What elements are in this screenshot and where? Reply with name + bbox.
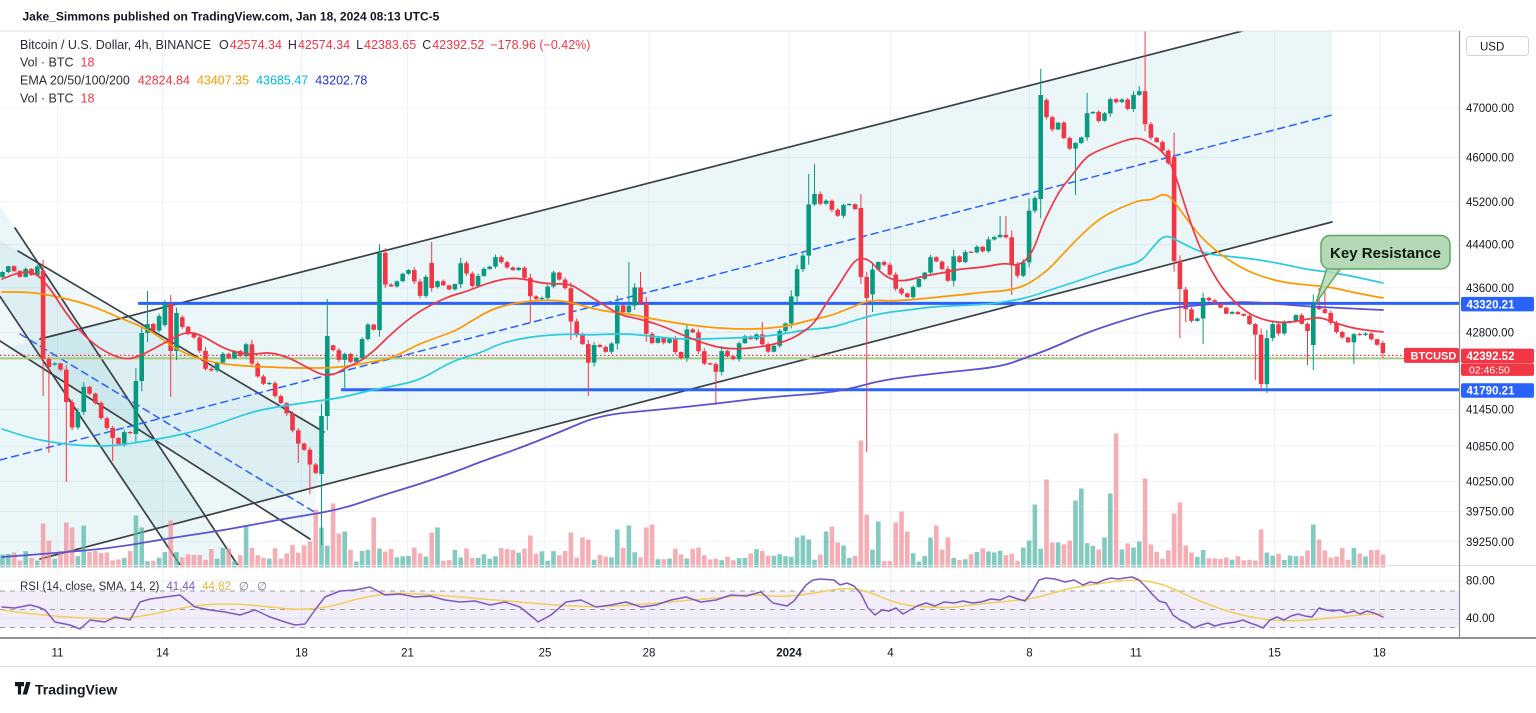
svg-text:40.00: 40.00 (1466, 613, 1495, 625)
svg-text:47000.00: 47000.00 (1466, 103, 1514, 115)
svg-text:21: 21 (401, 648, 414, 660)
svg-text:42800.00: 42800.00 (1466, 327, 1514, 339)
svg-text:2024: 2024 (776, 648, 802, 660)
svg-text:25: 25 (539, 648, 552, 660)
svg-text:80.00: 80.00 (1466, 576, 1495, 588)
svg-text:28: 28 (643, 648, 656, 660)
svg-text:8: 8 (1026, 648, 1032, 660)
svg-text:43320.21: 43320.21 (1467, 299, 1516, 311)
svg-text:44400.00: 44400.00 (1466, 240, 1514, 252)
svg-text:Jake_Simmons published on Trad: Jake_Simmons published on TradingView.co… (23, 10, 440, 24)
svg-text:TradingView: TradingView (35, 682, 117, 698)
svg-text:39250.00: 39250.00 (1466, 537, 1514, 549)
svg-text:18: 18 (295, 648, 308, 660)
svg-text:RSI (14, close, SMA, 14, 2)41.: RSI (14, close, SMA, 14, 2) 41.44 44.82 ∅ ∅ (20, 581, 267, 593)
svg-text:Bitcoin / U.S. Dollar, 4h, BIN: Bitcoin / U.S. Dollar, 4h, BINANCE O42574… (20, 38, 590, 52)
svg-text:USD: USD (1480, 42, 1504, 54)
svg-text:40250.00: 40250.00 (1466, 476, 1514, 488)
svg-text:02:46:50: 02:46:50 (1469, 364, 1510, 376)
svg-text:43600.00: 43600.00 (1466, 283, 1514, 295)
svg-text:41450.00: 41450.00 (1466, 405, 1514, 417)
svg-text:11: 11 (52, 648, 64, 660)
svg-text:14: 14 (156, 648, 169, 660)
svg-text:41790.21: 41790.21 (1467, 386, 1516, 398)
svg-text:40850.00: 40850.00 (1466, 441, 1514, 453)
svg-text:Key Resistance: Key Resistance (1330, 245, 1441, 262)
svg-text:39750.00: 39750.00 (1466, 507, 1514, 519)
svg-text:45200.00: 45200.00 (1466, 197, 1514, 209)
svg-text:15: 15 (1268, 648, 1281, 660)
svg-text:4: 4 (887, 648, 894, 660)
svg-text:11: 11 (1130, 648, 1142, 660)
svg-text:18: 18 (1373, 648, 1386, 660)
svg-text:42392.52: 42392.52 (1467, 351, 1515, 363)
svg-text:BTCUSD: BTCUSD (1411, 350, 1457, 362)
svg-text:46000.00: 46000.00 (1466, 152, 1514, 164)
